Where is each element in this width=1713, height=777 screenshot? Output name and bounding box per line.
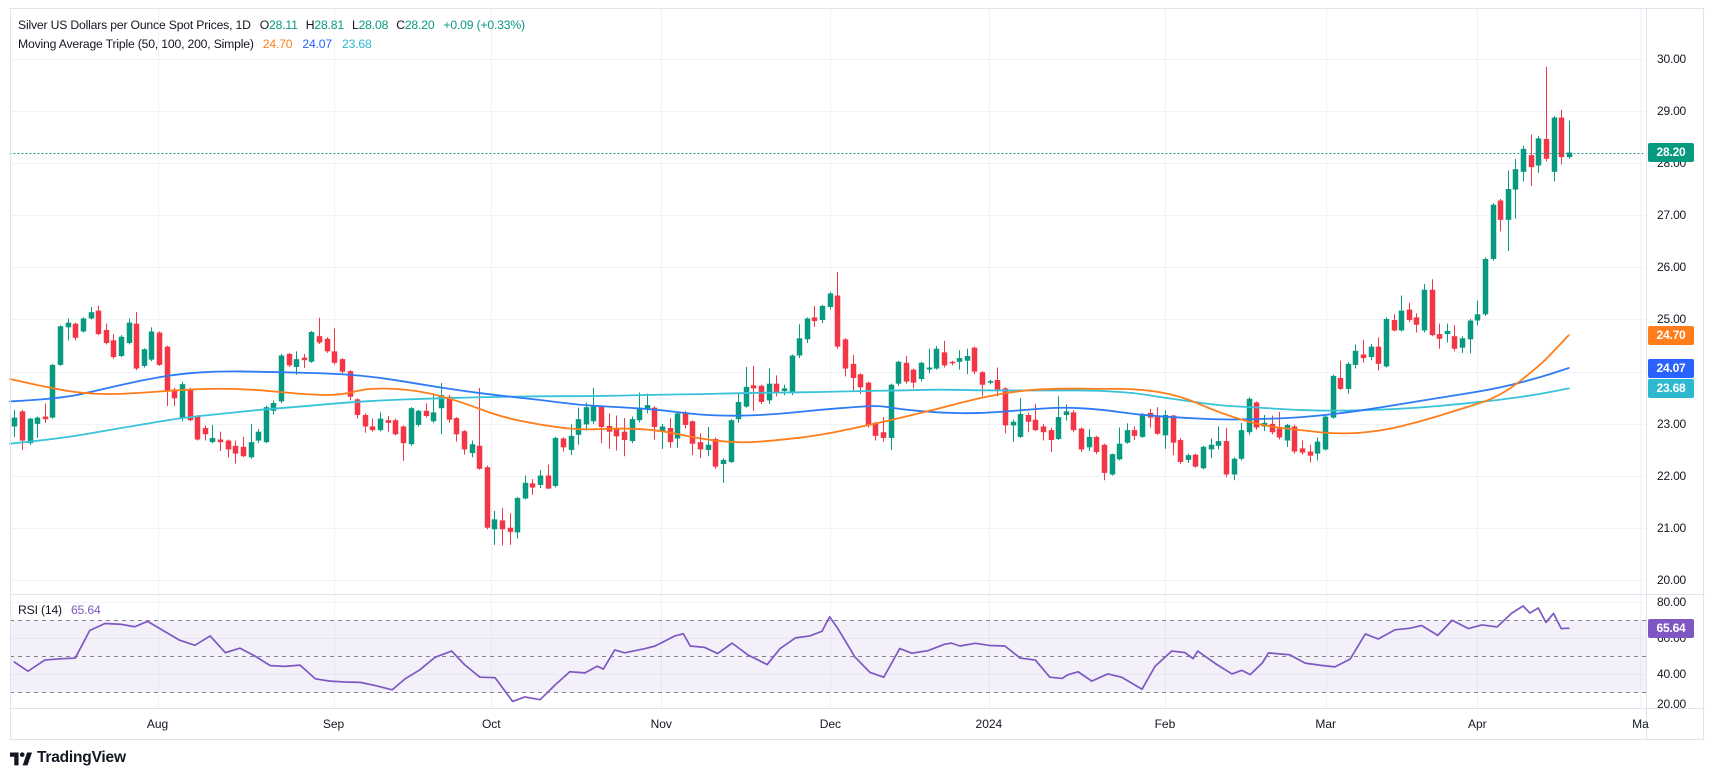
ohlc-item-H: H 28.81 bbox=[306, 17, 344, 33]
ohlc-value: 28.81 bbox=[314, 18, 344, 32]
ma-values: 24.70 24.07 23.68 bbox=[263, 36, 372, 52]
ohlc-key: H bbox=[305, 18, 315, 32]
ma-value-2: 23.68 bbox=[341, 37, 372, 51]
price-axis-label: 23.00 bbox=[1657, 416, 1687, 431]
ohlc-item-C: C 28.20 bbox=[396, 17, 434, 33]
ohlc-item-L: L 28.08 bbox=[352, 17, 388, 33]
axis-badge-last-price: 28.20 bbox=[1648, 143, 1694, 162]
ohlc-key: O bbox=[259, 18, 270, 32]
ohlc-item-O: O 28.11 bbox=[260, 17, 298, 33]
time-axis-label-Feb: Feb bbox=[1154, 717, 1176, 731]
price-axis-label: 27.00 bbox=[1657, 208, 1687, 223]
rsi-axis-label: 80.00 bbox=[1657, 595, 1687, 610]
tradingview-watermark[interactable]: TradingView bbox=[10, 749, 126, 767]
price-axis-label: 22.00 bbox=[1657, 469, 1687, 484]
price-axis-label: 20.00 bbox=[1657, 573, 1687, 588]
ma-indicator-title: Moving Average Triple (50, 100, 200, Sim… bbox=[18, 37, 254, 51]
axis-badge-rsi: 65.64 bbox=[1648, 618, 1694, 638]
time-axis-label-Dec: Dec bbox=[819, 717, 842, 731]
tradingview-logo-text: TradingView bbox=[37, 749, 126, 766]
ohlc-value: 28.20 bbox=[404, 18, 435, 32]
rsi-value: 65.64 bbox=[70, 603, 101, 617]
price-axis-label: 25.00 bbox=[1657, 312, 1687, 327]
time-axis-label-Oct: Oct bbox=[481, 717, 501, 731]
price-axis-label: 26.00 bbox=[1657, 260, 1687, 275]
axis-badge-ma100: 24.07 bbox=[1648, 358, 1694, 378]
rsi-axis-label: 40.00 bbox=[1657, 667, 1687, 682]
legend-symbol-row[interactable]: Silver US Dollars per Ounce Spot Prices,… bbox=[18, 17, 525, 33]
axis-badge-ma50: 24.70 bbox=[1648, 325, 1694, 345]
price-axis-label: 30.00 bbox=[1657, 51, 1687, 66]
rsi-axis-label: 20.00 bbox=[1657, 696, 1687, 711]
ohlc-value: 28.08 bbox=[358, 18, 389, 32]
time-axis-label-Apr: Apr bbox=[1467, 717, 1487, 731]
ma-value-1: 24.07 bbox=[302, 37, 332, 51]
legend-ma-row[interactable]: Moving Average Triple (50, 100, 200, Sim… bbox=[18, 36, 372, 52]
rsi-indicator-title: RSI (14) bbox=[18, 603, 62, 617]
time-axis-label-Ma: Ma bbox=[1632, 717, 1649, 731]
time-axis-label-Aug: Aug bbox=[146, 717, 169, 731]
time-axis-label-Nov: Nov bbox=[650, 717, 672, 731]
time-axis-label-Sep: Sep bbox=[322, 717, 345, 731]
ohlc-key: L bbox=[351, 18, 359, 32]
time-axis-label-2024: 2024 bbox=[975, 717, 1003, 731]
ohlc-key: C bbox=[396, 18, 405, 32]
ohlc-value: 28.11 bbox=[269, 18, 298, 32]
time-axis-label-Mar: Mar bbox=[1315, 717, 1337, 731]
symbol-title: Silver US Dollars per Ounce Spot Prices,… bbox=[18, 18, 251, 32]
price-axis-label: 29.00 bbox=[1657, 103, 1687, 118]
tradingview-logo-icon bbox=[10, 752, 32, 766]
change-value: +0.09 (+0.33%) bbox=[443, 18, 525, 32]
axis-badge-ma200: 23.68 bbox=[1648, 378, 1694, 398]
price-axis-label: 21.00 bbox=[1657, 521, 1687, 536]
legend-rsi-row[interactable]: RSI (14) 65.64 bbox=[18, 602, 101, 618]
ma-value-0: 24.70 bbox=[262, 37, 293, 51]
ohlc-values: O 28.11 H 28.81 L 28.08 C 28.20 bbox=[260, 17, 435, 33]
